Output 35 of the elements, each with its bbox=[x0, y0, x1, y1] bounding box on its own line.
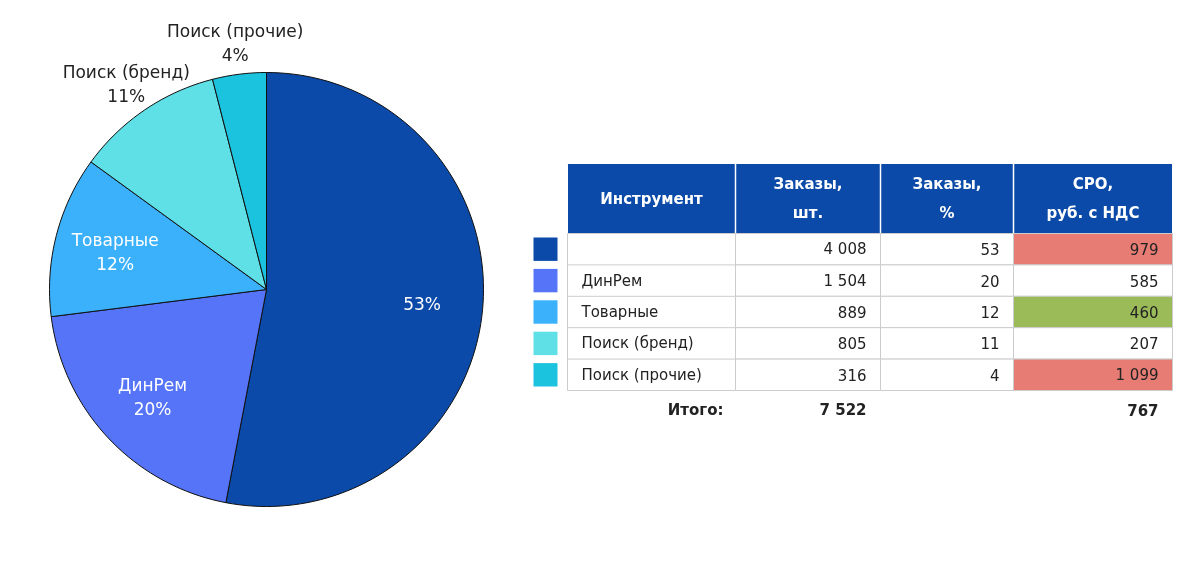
data-label: 53% bbox=[403, 294, 441, 315]
text: 805 bbox=[837, 335, 867, 354]
slice-label: Поиск (бренд) bbox=[62, 62, 190, 83]
text: 20 bbox=[980, 272, 1000, 291]
text: 12 bbox=[980, 304, 1000, 322]
legend-label: Товарные bbox=[580, 303, 659, 321]
text: 889 bbox=[837, 304, 867, 322]
data-label: 11% bbox=[107, 86, 146, 107]
text: 585 bbox=[1129, 272, 1159, 291]
slice-label: Поиск (прочие) bbox=[167, 20, 304, 41]
slice-label: ДинРем bbox=[118, 375, 188, 396]
data-label: 4% bbox=[221, 44, 249, 65]
text: 207 bbox=[1129, 335, 1159, 354]
data-label: 20% bbox=[133, 399, 172, 420]
category-label: СРО, руб. с НДС bbox=[1046, 175, 1140, 222]
text: 316 bbox=[837, 366, 867, 385]
text: Инструмент bbox=[600, 189, 704, 208]
text: 979 bbox=[1129, 241, 1159, 260]
text: 53 bbox=[980, 241, 1000, 260]
category-label: Заказы, шт. bbox=[773, 175, 843, 222]
text: 460 bbox=[1129, 304, 1159, 322]
text: 11 bbox=[980, 335, 1000, 354]
text: 1 099 bbox=[1115, 365, 1159, 384]
legend-label: Поиск (бренд) bbox=[581, 334, 694, 353]
text: 4 bbox=[989, 366, 1000, 385]
text: 1 504 bbox=[823, 271, 867, 290]
text: Итого: bbox=[667, 400, 724, 419]
text: 767 bbox=[1127, 401, 1159, 420]
slice-label: Товарные bbox=[70, 229, 159, 250]
text: 7 522 bbox=[819, 400, 867, 419]
text: 4 008 bbox=[823, 240, 867, 259]
legend-label: Поиск (прочие) bbox=[581, 365, 702, 384]
data-label: 12% bbox=[96, 253, 135, 274]
category-label: Заказы, % bbox=[912, 175, 982, 222]
legend-label: ДинРем bbox=[581, 271, 643, 290]
